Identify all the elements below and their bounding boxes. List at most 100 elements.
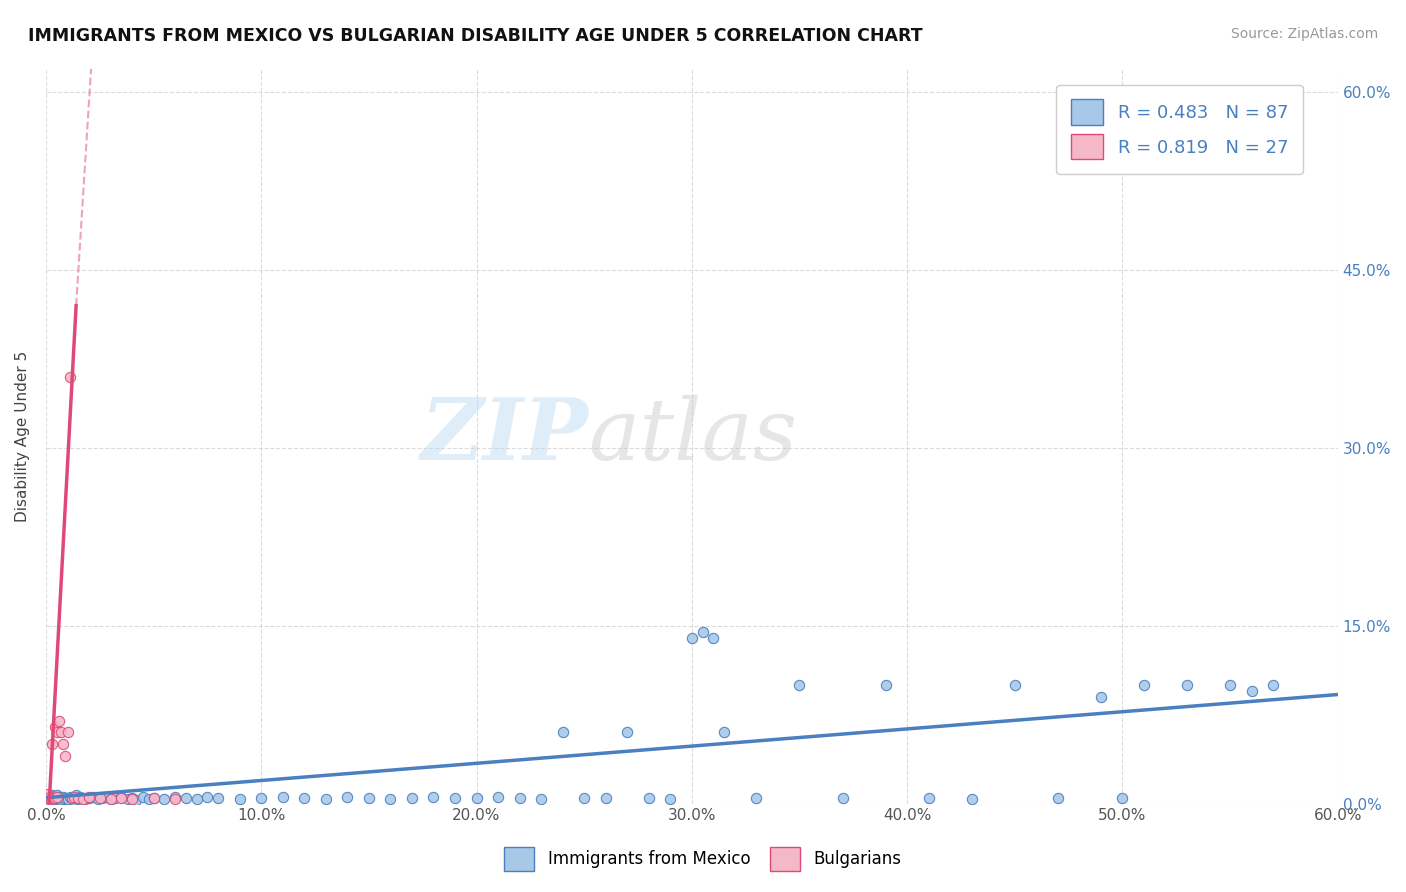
Point	[45, 789, 67, 804]
Point	[89, 790, 111, 805]
Point	[1133, 678, 1156, 692]
Point	[63, 789, 86, 804]
Point	[39, 789, 62, 804]
Point	[44, 720, 66, 734]
Point	[56, 792, 79, 806]
Point	[486, 789, 509, 804]
Point	[110, 790, 132, 805]
Point	[73, 792, 96, 806]
Point	[336, 789, 359, 804]
Point	[1090, 690, 1112, 704]
Point	[692, 624, 714, 639]
Point	[37, 790, 59, 805]
Point	[39, 792, 62, 806]
Point	[104, 790, 127, 805]
Point	[63, 793, 86, 807]
Text: IMMIGRANTS FROM MEXICO VS BULGARIAN DISABILITY AGE UNDER 5 CORRELATION CHART: IMMIGRANTS FROM MEXICO VS BULGARIAN DISA…	[28, 27, 922, 45]
Point	[138, 792, 160, 806]
Point	[53, 790, 76, 805]
Point	[142, 790, 165, 805]
Point	[59, 789, 82, 804]
Point	[65, 789, 87, 803]
Y-axis label: Disability Age Under 5: Disability Age Under 5	[15, 351, 30, 522]
Point	[86, 792, 108, 806]
Point	[831, 790, 853, 805]
Point	[69, 789, 91, 804]
Point	[789, 678, 811, 692]
Point	[315, 792, 337, 806]
Point	[100, 792, 122, 806]
Point	[60, 790, 83, 805]
Point	[681, 631, 703, 645]
Point	[44, 792, 66, 806]
Point	[45, 790, 67, 805]
Point	[82, 789, 104, 804]
Point	[67, 792, 90, 806]
Point	[72, 792, 94, 806]
Point	[551, 725, 574, 739]
Point	[572, 790, 595, 805]
Point	[875, 678, 897, 692]
Point	[48, 789, 70, 804]
Point	[39, 789, 62, 804]
Point	[1219, 678, 1241, 692]
Text: atlas: atlas	[589, 395, 797, 477]
Point	[745, 790, 768, 805]
Point	[197, 789, 219, 804]
Point	[465, 790, 488, 805]
Point	[121, 790, 143, 805]
Point	[1175, 678, 1198, 692]
Point	[1004, 678, 1026, 692]
Legend: Immigrants from Mexico, Bulgarians: Immigrants from Mexico, Bulgarians	[496, 839, 910, 880]
Point	[702, 631, 724, 645]
Point	[228, 792, 250, 806]
Point	[59, 369, 82, 384]
Point	[165, 789, 187, 804]
Point	[37, 787, 59, 801]
Point	[713, 725, 735, 739]
Point	[357, 790, 380, 805]
Point	[1261, 678, 1284, 692]
Point	[72, 790, 94, 805]
Point	[49, 725, 72, 739]
Point	[917, 790, 939, 805]
Point	[49, 793, 72, 807]
Point	[117, 792, 139, 806]
Point	[41, 793, 63, 807]
Point	[52, 737, 75, 751]
Point	[271, 789, 294, 804]
Point	[292, 790, 315, 805]
Point	[44, 789, 66, 804]
Text: Source: ZipAtlas.com: Source: ZipAtlas.com	[1230, 27, 1378, 41]
Point	[91, 790, 114, 805]
Point	[616, 725, 638, 739]
Point	[444, 790, 467, 805]
Point	[37, 793, 59, 807]
Point	[637, 790, 659, 805]
Point	[41, 737, 63, 751]
Point	[125, 793, 148, 807]
Point	[77, 790, 100, 805]
Point	[659, 792, 682, 806]
Point	[41, 789, 63, 803]
Point	[595, 790, 617, 805]
Point	[960, 792, 983, 806]
Point	[41, 790, 63, 805]
Point	[49, 790, 72, 805]
Point	[60, 790, 83, 805]
Text: ZIP: ZIP	[420, 394, 589, 478]
Point	[132, 789, 155, 804]
Point	[121, 792, 143, 806]
Point	[52, 789, 75, 804]
Point	[44, 790, 66, 805]
Point	[37, 790, 59, 805]
Point	[56, 725, 79, 739]
Point	[48, 714, 70, 728]
Point	[48, 792, 70, 806]
Point	[1111, 790, 1133, 805]
Point	[509, 790, 531, 805]
Point	[52, 792, 75, 806]
Point	[53, 749, 76, 764]
Point	[380, 792, 402, 806]
Point	[1046, 790, 1069, 805]
